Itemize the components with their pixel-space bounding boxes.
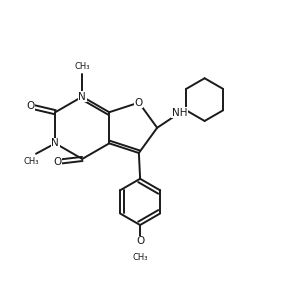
Text: N: N <box>78 91 86 102</box>
Text: CH₃: CH₃ <box>74 62 90 71</box>
Text: O: O <box>53 157 61 167</box>
Text: O: O <box>26 101 34 111</box>
Text: CH₃: CH₃ <box>132 253 148 262</box>
Text: N: N <box>52 138 59 148</box>
Text: O: O <box>136 236 144 246</box>
Text: CH₃: CH₃ <box>24 157 39 166</box>
Text: NH: NH <box>172 108 187 118</box>
Text: O: O <box>135 98 143 108</box>
